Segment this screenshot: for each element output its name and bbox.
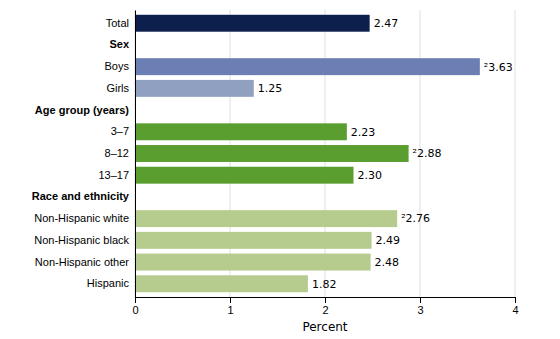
x-tick: 4 [512,297,518,316]
bar [135,58,480,75]
y-tick: Girls [106,82,135,94]
y-tick: 3–7 [111,125,135,137]
tick-mark [230,297,231,303]
y-tick: Non-Hispanic white [34,212,135,224]
y-axis: Total Sex Boys Girls Age group (years) 3–7 8–1… [32,11,136,298]
bar [135,123,347,140]
data-labels: 2.47 ²3.63 1.25 2.23 ²2.88 2.30 ²2.762.49 2.48 1… [258,17,513,291]
x-tick: 2 [322,297,328,316]
data-label: 2.47 [374,17,399,30]
x-axis: 0 1 2 3 4 [132,297,518,316]
tick-label: Total [106,17,129,29]
tick-label: Age group (years) [35,104,129,116]
data-label: 2.48 [375,256,400,269]
data-label: ²3.63 [484,61,513,74]
data-label: ²2.76 [401,212,430,225]
bar [135,145,409,162]
tick-mark [420,297,421,303]
tick-label: 0 [132,304,138,316]
tick-mark [515,297,516,303]
bar [135,167,354,184]
tick-label: 3–7 [111,125,129,137]
tick-label: Sex [109,38,129,50]
tick-mark [135,297,136,303]
x-axis-title: Percent [302,320,347,334]
axis-line [135,11,136,298]
tick-label: Hispanic [87,277,130,289]
y-tick: Non-Hispanic black [34,234,135,246]
y-tick: Age group (years) [35,104,135,116]
y-tick: Hispanic [87,277,135,289]
bars [135,15,480,292]
y-tick: 8–12 [105,147,135,159]
x-tick: 3 [417,297,423,316]
tick-label: 8–12 [105,147,129,159]
axis-line [136,298,516,304]
tick-label: Non-Hispanic black [34,234,129,246]
data-label: 1.82 [312,278,337,291]
y-tick: Sex [109,38,135,50]
x-tick: 0 [132,297,138,316]
data-label: 2.30 [358,169,383,182]
data-label: 2.23 [351,126,376,139]
data-label: 1.25 [258,82,283,95]
tick-label: Girls [106,82,129,94]
y-tick: 13–17 [98,169,135,181]
tick-label: Non-Hispanic other [35,256,129,268]
y-tick: Race and ethnicity [32,190,135,202]
x-tick: 1 [227,297,233,316]
data-label: 2.49 [376,234,401,247]
tick-mark [325,297,326,303]
tick-label: Boys [105,60,130,72]
data-label: ²2.88 [413,147,442,160]
y-tick: Boys [105,60,135,72]
y-tick: Non-Hispanic other [35,256,135,268]
bar [135,254,371,271]
y-tick: Total [106,17,135,29]
tick-label: Race and ethnicity [32,190,130,202]
tick-label: 1 [227,304,233,316]
tick-label: 3 [417,304,423,316]
bar [135,232,372,249]
bar [135,80,254,97]
bar [135,15,370,32]
grid-line [135,10,136,297]
grid-line [515,10,516,297]
bar [135,210,397,227]
grid [135,10,515,297]
tick-label: Non-Hispanic white [34,212,129,224]
tick-label: 4 [512,304,518,316]
chart: 2.47 ²3.63 1.25 2.23 ²2.88 2.30 ²2.762.49 2.48 1… [0,0,560,339]
tick-label: 2 [322,304,328,316]
tick-label: 13–17 [98,169,129,181]
plot: 2.47 ²3.63 1.25 2.23 ²2.88 2.30 ²2.762.49 2.48 1… [32,10,519,316]
bar [135,275,308,292]
